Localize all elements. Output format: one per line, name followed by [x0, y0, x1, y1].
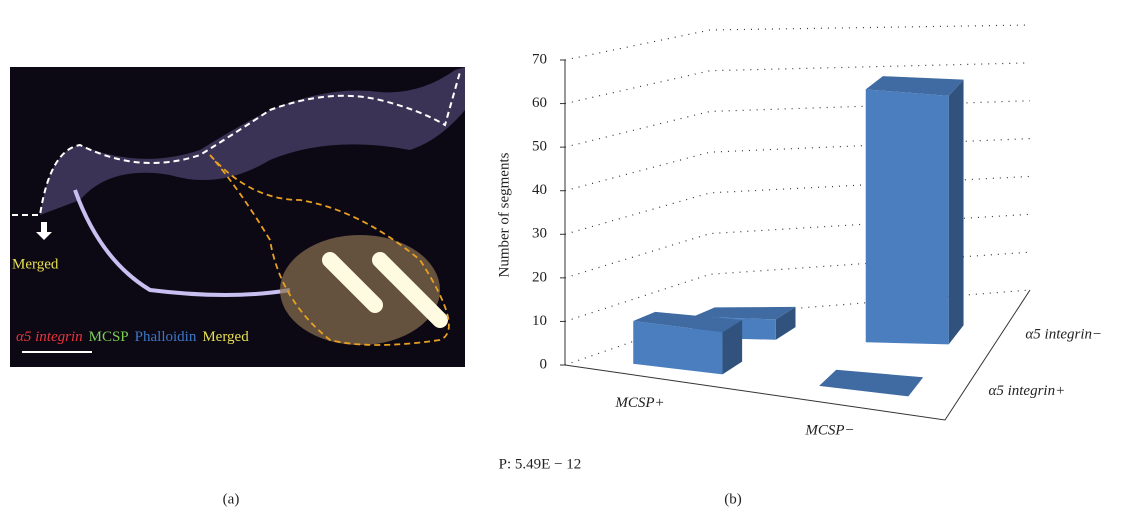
y-tick-label: 10 — [532, 313, 547, 329]
bar-front — [866, 89, 949, 344]
y-tick-label: 60 — [532, 95, 547, 111]
bar-top — [819, 370, 923, 397]
panel-label: (b) — [724, 491, 742, 507]
channel-name: Merged — [202, 329, 249, 345]
bar-side — [949, 80, 964, 345]
channel-name: Phalloidin — [135, 329, 197, 345]
y-tick-label: 0 — [540, 356, 548, 372]
y-tick-label: 70 — [532, 51, 547, 67]
y-tick-label: 50 — [532, 139, 547, 155]
x-tick-label: MCSP− — [804, 423, 854, 439]
panel-label: (a) — [223, 491, 240, 507]
y-tick-label: 30 — [532, 226, 547, 242]
micrograph: Merged α5 integrin MCSP Phalloidin Merged — [10, 67, 465, 367]
y-axis-label: Number of segments — [496, 152, 512, 277]
y-tick-label: 40 — [532, 182, 547, 198]
grid-line — [565, 25, 1030, 60]
annotation: P: 5.49E − 12 — [499, 456, 582, 472]
channel-name: MCSP — [89, 329, 129, 345]
series-label: α5 integrin− — [1025, 327, 1102, 343]
x-tick-label: MCSP+ — [614, 395, 664, 411]
y-tick-label: 20 — [532, 269, 547, 285]
arrow-label: Merged — [12, 256, 59, 272]
channel-name: α5 integrin — [16, 329, 83, 345]
series-label: α5 integrin+ — [988, 383, 1065, 399]
figure: Merged α5 integrin MCSP Phalloidin Merged (… — [0, 0, 1133, 516]
